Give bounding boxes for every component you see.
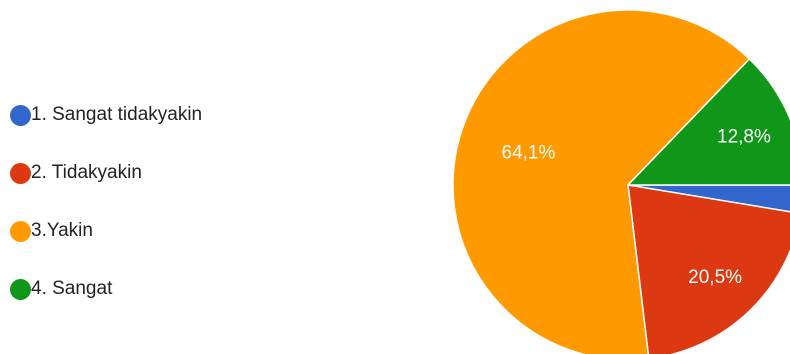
legend-label-4: 4. Sangat: [31, 278, 113, 299]
legend-item-3[interactable]: 3.Yakin: [10, 202, 202, 260]
legend-label-3: 3.Yakin: [31, 220, 93, 241]
legend-swatch-2: [10, 162, 31, 184]
slice-sangat-label: 12,8%: [717, 127, 771, 148]
legend-item-4[interactable]: 4. Sangat: [10, 260, 202, 318]
legend-label-2: 2. Tidakyakin: [31, 162, 142, 183]
legend-swatch-1: [10, 104, 31, 126]
slice-sangat-tidakyakin[interactable]: [627, 184, 790, 213]
legend-swatch-4: [10, 278, 31, 300]
slice-yakin-label: 64,1%: [502, 143, 556, 164]
legend-label-1: 1. Sangat tidakyakin: [31, 104, 203, 125]
slice-sangat[interactable]: [627, 58, 790, 186]
slice-tidakyakin[interactable]: [627, 184, 790, 354]
legend-swatch-3: [10, 220, 31, 242]
legend-item-1[interactable]: 1. Sangat tidakyakin: [10, 86, 202, 144]
legend-item-2[interactable]: 2. Tidakyakin: [10, 144, 202, 202]
slice-tidakyakin-label: 20,5%: [688, 267, 742, 288]
slice-yakin[interactable]: [452, 9, 751, 354]
legend: 1. Sangat tidakyakin 2. Tidakyakin 3.Yak…: [10, 86, 202, 318]
